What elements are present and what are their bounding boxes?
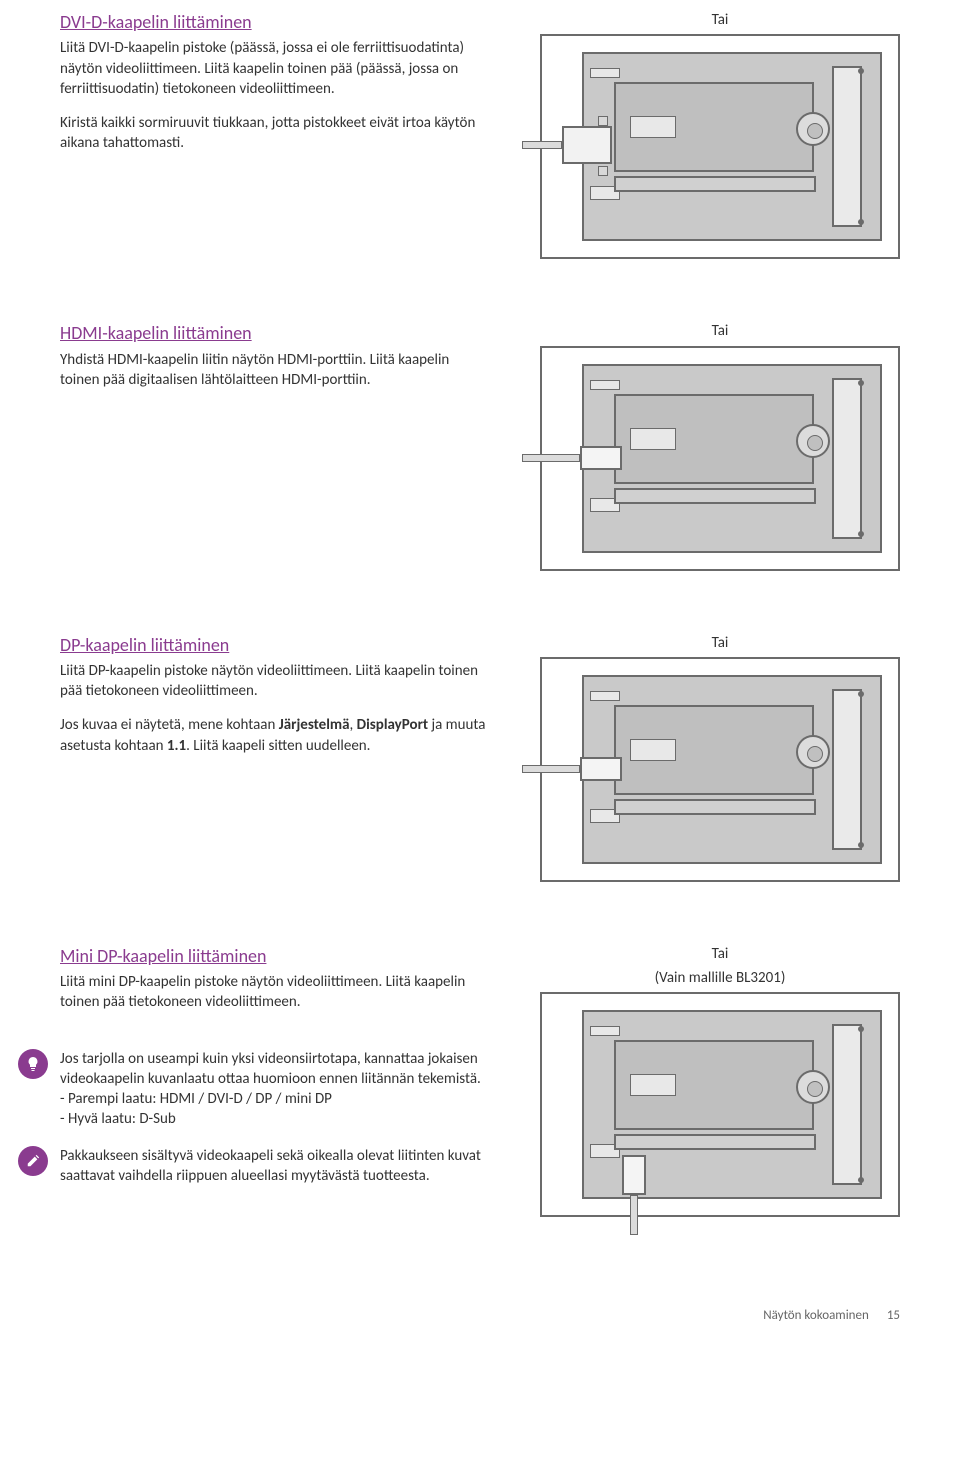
- section-minidp: Mini DP-kaapelin liittäminen Liitä mini …: [60, 944, 900, 1218]
- para: Kiristä kaikki sormiruuvit tiukkaan, jot…: [60, 113, 490, 154]
- tai-label: Tai: [712, 944, 729, 964]
- heading-hdmi: HDMI-kaapelin liittäminen: [60, 321, 490, 345]
- illustration-minidp: [540, 992, 900, 1217]
- dvi-connector-icon: [522, 116, 612, 176]
- section-dvi: DVI-D-kaapelin liittäminen Liitä DVI-D-k…: [60, 10, 900, 259]
- heading-dvi: DVI-D-kaapelin liittäminen: [60, 10, 490, 34]
- hdmi-connector-icon: [522, 440, 622, 480]
- tai-label: Tai: [712, 321, 729, 341]
- model-label: (Vain mallille BL3201): [655, 968, 786, 988]
- body-hdmi: Yhdistä HDMI-kaapelin liitin näytön HDMI…: [60, 350, 490, 391]
- figure-col: Tai: [540, 633, 900, 882]
- illustration-hdmi: [540, 346, 900, 571]
- text-col: DP-kaapelin liittäminen Liitä DP-kaapeli…: [60, 633, 490, 770]
- page: DVI-D-kaapelin liittäminen Liitä DVI-D-k…: [60, 10, 900, 1325]
- body-dvi: Liitä DVI-D-kaapelin pistoke (päässä, jo…: [60, 38, 490, 153]
- text-col: HDMI-kaapelin liittäminen Yhdistä HDMI-k…: [60, 321, 490, 404]
- body-dp: Liitä DP-kaapelin pistoke näytön videoli…: [60, 661, 490, 756]
- note-line: - Parempi laatu: HDMI / DVI-D / DP / min…: [60, 1089, 500, 1109]
- pencil-icon: [18, 1146, 48, 1176]
- heading-dp: DP-kaapelin liittäminen: [60, 633, 490, 657]
- body-minidp: Liitä mini DP-kaapelin pistoke näytön vi…: [60, 972, 500, 1013]
- note-tip: Jos tarjolla on useampi kuin yksi videon…: [18, 1049, 500, 1130]
- footer-title: Näytön kokoaminen: [763, 1307, 869, 1325]
- figure-col: Tai: [540, 321, 900, 570]
- illustration-dp: [540, 657, 900, 882]
- figure-col: Tai: [540, 10, 900, 259]
- para: Liitä DVI-D-kaapelin pistoke (päässä, jo…: [60, 38, 490, 99]
- para: Liitä mini DP-kaapelin pistoke näytön vi…: [60, 972, 500, 1013]
- tai-label: Tai: [712, 633, 729, 653]
- note-line: - Hyvä laatu: D-Sub: [60, 1109, 500, 1129]
- note-info: Pakkaukseen sisältyvä videokaapeli sekä …: [18, 1146, 500, 1187]
- tai-label: Tai: [712, 10, 729, 30]
- minidp-connector-icon: [602, 1155, 682, 1235]
- figure-col: Tai (Vain mallille BL3201): [540, 944, 900, 1218]
- para: Liitä DP-kaapelin pistoke näytön videoli…: [60, 661, 490, 702]
- note-text: Jos tarjolla on useampi kuin yksi videon…: [60, 1049, 500, 1130]
- illustration-dvi: [540, 34, 900, 259]
- section-dp: DP-kaapelin liittäminen Liitä DP-kaapeli…: [60, 633, 900, 882]
- para: Yhdistä HDMI-kaapelin liitin näytön HDMI…: [60, 350, 490, 391]
- heading-minidp: Mini DP-kaapelin liittäminen: [60, 944, 500, 968]
- dp-connector-icon: [522, 751, 622, 791]
- note-line: Jos tarjolla on useampi kuin yksi videon…: [60, 1049, 500, 1090]
- text-col: DVI-D-kaapelin liittäminen Liitä DVI-D-k…: [60, 10, 490, 168]
- section-hdmi: HDMI-kaapelin liittäminen Yhdistä HDMI-k…: [60, 321, 900, 570]
- text-col: Mini DP-kaapelin liittäminen Liitä mini …: [60, 944, 500, 1202]
- para-extra: Jos kuvaa ei näytetä, mene kohtaan Järje…: [60, 715, 490, 756]
- page-number: 15: [887, 1307, 900, 1325]
- footer: Näytön kokoaminen 15: [60, 1307, 900, 1325]
- note-text: Pakkaukseen sisältyvä videokaapeli sekä …: [60, 1146, 500, 1187]
- bulb-icon: [18, 1049, 48, 1079]
